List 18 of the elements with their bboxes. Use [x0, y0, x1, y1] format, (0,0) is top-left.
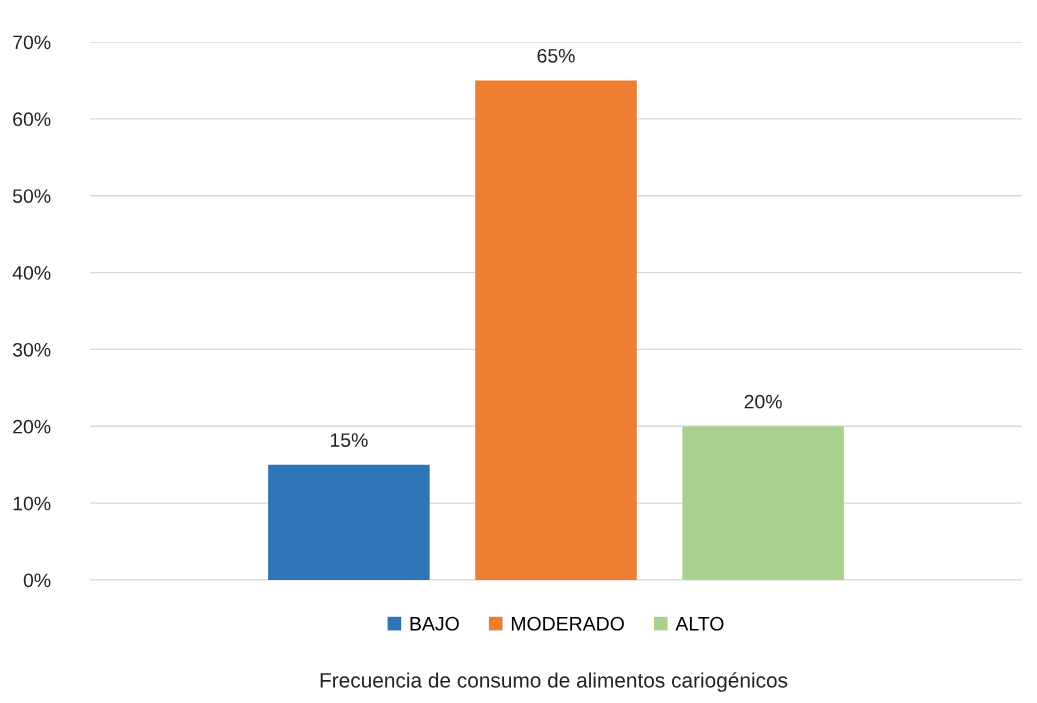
legend-label: BAJO: [410, 616, 459, 631]
y-tick-label: 0%: [23, 573, 51, 588]
y-tick-label: 40%: [12, 266, 51, 280]
legend-label: ALTO: [675, 616, 724, 631]
y-tick-label: 60%: [13, 112, 51, 127]
y-tick-label: 70%: [13, 35, 51, 50]
y-tick-label: 50%: [12, 189, 51, 203]
bar: [268, 464, 430, 580]
x-axis-title: Frecuencia de consumo de alimentos cariogénicos: [320, 672, 788, 692]
legend-label: MODERADO: [511, 616, 624, 631]
y-tick-label: 20%: [13, 419, 51, 434]
y-tick-label: 30%: [12, 342, 51, 357]
bar: [682, 426, 844, 580]
data-label: 65%: [537, 48, 575, 63]
data-label: 15%: [330, 433, 368, 447]
y-tick-label: 10%: [13, 496, 51, 511]
bar: [475, 80, 637, 580]
data-label: 20%: [744, 394, 782, 409]
